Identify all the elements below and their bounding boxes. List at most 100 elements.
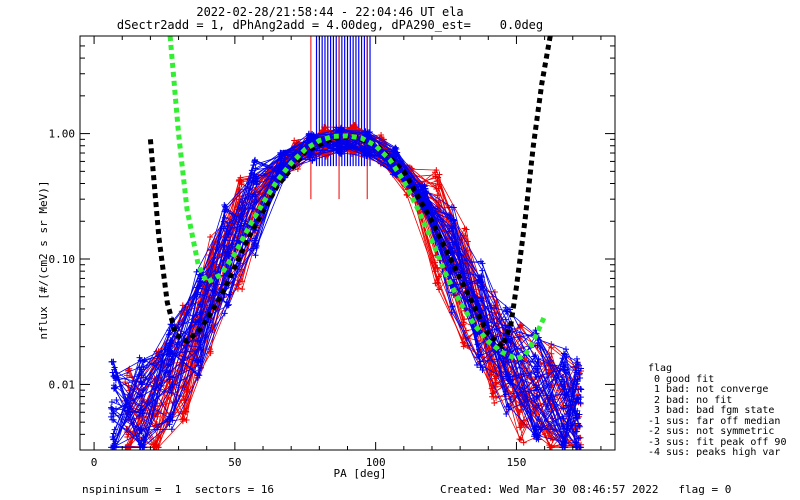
blue-trace-marker	[503, 308, 510, 315]
blue-trace-marker	[109, 416, 116, 423]
blue-trace-marker	[198, 364, 205, 371]
blue-trace-line	[111, 138, 577, 444]
blue-trace-marker	[336, 143, 343, 150]
blue-trace-line	[113, 138, 580, 434]
red-trace-marker	[436, 171, 443, 178]
blue-trace-marker	[279, 162, 286, 169]
red-trace-marker	[183, 417, 190, 424]
blue-trace-marker	[534, 394, 541, 401]
blue-trace-line	[115, 131, 582, 442]
blue-trace-line	[114, 133, 579, 448]
blue-trace-marker	[113, 396, 120, 403]
blue-trace-marker	[166, 327, 173, 334]
red-trace-marker	[490, 389, 497, 396]
blue-trace-marker	[535, 402, 542, 409]
legend-item: 0 good fit	[648, 373, 715, 385]
blue-trace-marker	[420, 192, 427, 199]
y-tick-label: 1.00	[49, 128, 76, 141]
blue-trace-marker	[251, 159, 258, 166]
blue-trace-marker	[277, 151, 284, 158]
blue-trace-marker	[194, 338, 201, 345]
blue-trace-marker	[138, 407, 145, 414]
red-trace-marker	[517, 437, 524, 444]
blue-trace-marker	[474, 331, 481, 338]
fit-curve-green	[167, 36, 547, 362]
blue-trace-marker	[562, 346, 569, 353]
blue-trace-line	[112, 131, 582, 429]
blue-trace-marker	[418, 195, 425, 202]
blue-trace-marker	[363, 148, 370, 155]
blue-trace-marker	[169, 411, 176, 418]
blue-trace-marker	[139, 410, 146, 417]
red-trace-marker	[434, 203, 441, 210]
blue-trace-line	[113, 145, 578, 448]
blue-trace-marker	[195, 371, 202, 378]
blue-trace-marker	[575, 367, 582, 374]
blue-trace-marker	[361, 152, 368, 159]
blue-trace-marker	[507, 396, 514, 403]
blue-trace-marker	[561, 378, 568, 385]
blue-trace-marker	[421, 188, 428, 195]
red-trace-marker	[493, 394, 500, 401]
blue-trace-marker	[108, 413, 115, 420]
red-trace-marker	[150, 441, 157, 448]
red-trace-marker	[548, 350, 555, 357]
blue-trace-marker	[446, 228, 453, 235]
red-trace-marker	[239, 278, 246, 285]
red-trace-marker	[460, 343, 467, 350]
blue-trace-marker	[532, 382, 539, 389]
blue-trace-marker	[138, 372, 145, 379]
blue-trace-marker	[558, 420, 565, 427]
blue-trace-marker	[577, 444, 584, 450]
red-trace-marker	[234, 277, 241, 284]
blue-trace-marker	[138, 428, 145, 435]
blue-trace-marker	[504, 347, 511, 354]
red-trace-marker	[433, 167, 440, 174]
blue-trace-marker	[474, 300, 481, 307]
red-trace-marker	[179, 415, 186, 422]
blue-trace-marker	[309, 157, 316, 164]
blue-trace-marker	[168, 389, 175, 396]
blue-trace-marker	[503, 403, 510, 410]
red-trace-marker	[434, 277, 441, 284]
blue-trace-marker	[574, 376, 581, 383]
blue-trace-marker	[248, 167, 255, 174]
legend-title: flag	[648, 363, 673, 374]
blue-trace-marker	[221, 203, 228, 210]
blue-trace-marker	[507, 306, 514, 313]
red-trace-marker	[488, 385, 495, 392]
red-trace-marker	[516, 424, 523, 431]
x-tick-label: 50	[228, 456, 241, 469]
blue-trace-marker	[576, 434, 583, 441]
blue-trace-marker	[165, 369, 172, 376]
blue-trace-marker	[136, 354, 143, 361]
red-trace-marker	[207, 350, 214, 357]
legend-item: -3 sus: fit peak off 90	[648, 436, 787, 448]
blue-trace-marker	[479, 260, 486, 267]
blue-trace-marker	[448, 235, 455, 242]
blue-trace-marker	[479, 367, 486, 374]
blue-trace-marker	[532, 365, 539, 372]
blue-trace-marker	[225, 302, 232, 309]
blue-trace-marker	[252, 252, 259, 259]
blue-trace-marker	[478, 317, 485, 324]
footer-right: Created: Wed Mar 30 08:46:57 2022 flag =…	[440, 483, 732, 496]
blue-trace-marker	[138, 381, 145, 388]
blue-trace-marker	[109, 369, 116, 376]
red-trace-marker	[461, 225, 468, 232]
blue-trace-marker	[574, 359, 581, 366]
x-tick-label: 0	[91, 456, 98, 469]
fit-layer	[147, 36, 553, 362]
chart-subtitle: dSectr2add = 1, dPhAng2add = 4.00deg, dP…	[116, 18, 544, 32]
blue-trace-marker	[474, 361, 481, 368]
red-trace-marker	[378, 131, 385, 138]
red-trace-marker	[489, 393, 496, 400]
blue-trace-marker	[563, 353, 570, 360]
blue-trace-marker	[192, 319, 199, 326]
blue-trace-marker	[220, 218, 227, 225]
blue-trace-marker	[576, 411, 583, 418]
red-trace-marker	[237, 174, 244, 181]
blue-trace-marker	[576, 423, 583, 430]
legend-item: 1 bad: not converge	[648, 384, 769, 395]
blue-trace-marker	[449, 303, 456, 310]
